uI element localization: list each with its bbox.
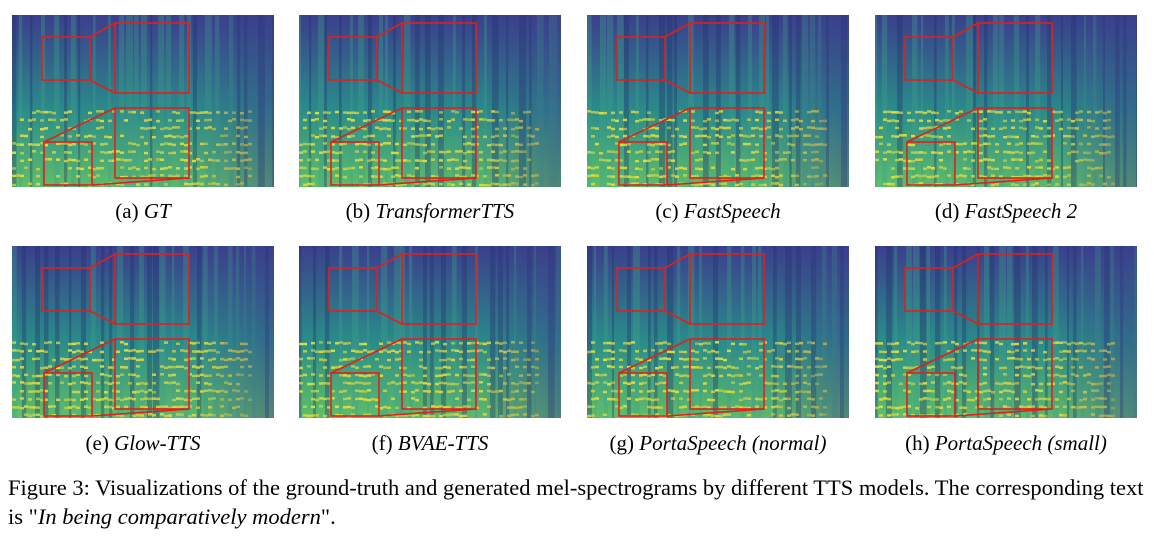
caption-f: (f) BVAE-TTS: [299, 431, 561, 456]
spectrogram-gt: [12, 15, 274, 187]
caption-b: (b) TransformerTTS: [299, 199, 561, 224]
caption-label: (g): [609, 431, 635, 455]
caption-model: PortaSpeech (normal): [639, 431, 827, 455]
caption-label: (d): [934, 199, 960, 223]
spectrogram-fastspeech2: [875, 15, 1137, 187]
caption-model: GT: [143, 199, 171, 223]
caption-model: FastSpeech: [683, 199, 781, 223]
caption-d: (d) FastSpeech 2: [875, 199, 1137, 224]
caption-h: (h) PortaSpeech (small): [875, 431, 1137, 456]
caption-model: FastSpeech 2: [964, 199, 1078, 223]
caption-label: (e): [85, 431, 109, 455]
caption-g: (g) PortaSpeech (normal): [587, 431, 849, 456]
figure-caption: Figure 3: Visualizations of the ground-t…: [8, 473, 1148, 531]
figure-caption-quote: In being comparatively modern: [37, 504, 321, 529]
caption-model: PortaSpeech (small): [934, 431, 1107, 455]
caption-c: (c) FastSpeech: [587, 199, 849, 224]
spectrogram-portaspeech-small: [875, 246, 1137, 418]
caption-label: (a): [115, 199, 139, 223]
caption-e: (e) Glow-TTS: [12, 431, 274, 456]
caption-model: TransformerTTS: [375, 199, 515, 223]
spectrogram-transformertts: [299, 15, 561, 187]
caption-model: Glow-TTS: [114, 431, 201, 455]
caption-label: (b): [345, 199, 371, 223]
spectrogram-fastspeech: [587, 15, 849, 187]
caption-model: BVAE-TTS: [397, 431, 489, 455]
caption-a: (a) GT: [12, 199, 274, 224]
figure-caption-text: Figure 3: Visualizations of the ground-t…: [8, 475, 1144, 529]
caption-label: (c): [655, 199, 679, 223]
figure-caption-end: ".: [320, 504, 336, 529]
caption-label: (h): [905, 431, 930, 455]
spectrogram-glowtts: [12, 246, 274, 418]
caption-label: (f): [371, 431, 393, 455]
spectrogram-bvaetts: [299, 246, 561, 418]
spectrogram-portaspeech-normal: [587, 246, 849, 418]
